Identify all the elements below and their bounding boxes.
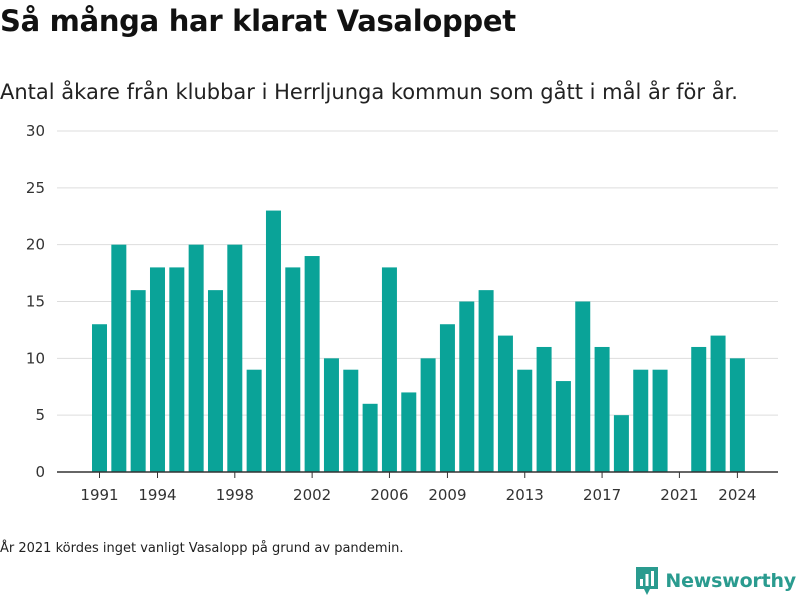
x-tick-label: 2009	[428, 486, 466, 504]
y-tick-label: 5	[35, 406, 45, 424]
bar	[420, 358, 436, 472]
bar	[633, 369, 649, 472]
bar	[594, 346, 610, 472]
bar	[362, 403, 378, 472]
x-tick-label: 2017	[583, 486, 621, 504]
bar	[130, 290, 146, 472]
brand-name: Newsworthy	[665, 570, 796, 592]
bar	[536, 346, 552, 472]
y-tick-label: 0	[35, 463, 45, 481]
bar	[149, 267, 165, 472]
y-tick-label: 20	[26, 236, 45, 254]
brand-logo[interactable]: Newsworthy	[635, 566, 796, 596]
bar	[478, 290, 494, 472]
chart-subtitle: Antal åkare från klubbar i Herrljunga ko…	[0, 80, 738, 104]
bar	[304, 256, 320, 472]
x-tick-label: 1991	[80, 486, 118, 504]
x-tick-label: 1994	[138, 486, 176, 504]
bar	[691, 346, 707, 472]
y-tick-label: 30	[26, 122, 45, 140]
bar	[555, 381, 571, 472]
y-tick-label: 10	[26, 349, 45, 367]
bar	[401, 392, 417, 472]
bar	[439, 324, 455, 472]
x-tick-label: 2002	[293, 486, 331, 504]
bar	[381, 267, 397, 472]
bar	[613, 415, 629, 472]
x-ticks	[99, 472, 738, 478]
newsworthy-logo-icon	[636, 567, 659, 595]
bar	[343, 369, 359, 472]
x-tick-label: 1998	[216, 486, 254, 504]
x-tick-labels: 1991 1994 1998 2002 2006 2009 2013 2017 2021 2024	[80, 486, 756, 504]
bars	[92, 210, 745, 473]
bar	[227, 244, 243, 472]
footnote: År 2021 kördes inget vanligt Vasalopp på…	[0, 541, 404, 556]
bar	[285, 267, 301, 472]
bar	[169, 267, 185, 472]
x-tick-label: 2006	[370, 486, 408, 504]
y-tick-label: 15	[26, 293, 45, 311]
bar	[188, 244, 204, 472]
chart-title: Så många har klarat Vasaloppet	[0, 4, 516, 38]
bar	[652, 369, 668, 472]
bar	[497, 335, 513, 472]
bar	[246, 369, 262, 472]
bar	[575, 301, 591, 472]
x-tick-label: 2013	[506, 486, 544, 504]
bar	[459, 301, 475, 472]
bar	[207, 290, 223, 472]
x-tick-label: 2024	[718, 486, 756, 504]
x-tick-label: 2021	[660, 486, 698, 504]
bar	[323, 358, 339, 472]
grid-lines	[57, 130, 778, 416]
bar	[710, 335, 726, 472]
bar	[517, 369, 533, 472]
bar	[729, 358, 745, 472]
bar	[92, 324, 107, 472]
bar	[111, 244, 127, 472]
y-tick-label: 25	[26, 179, 45, 197]
bar	[265, 210, 281, 473]
y-tick-labels: 0 5 10 15 20 25 30	[26, 122, 45, 481]
